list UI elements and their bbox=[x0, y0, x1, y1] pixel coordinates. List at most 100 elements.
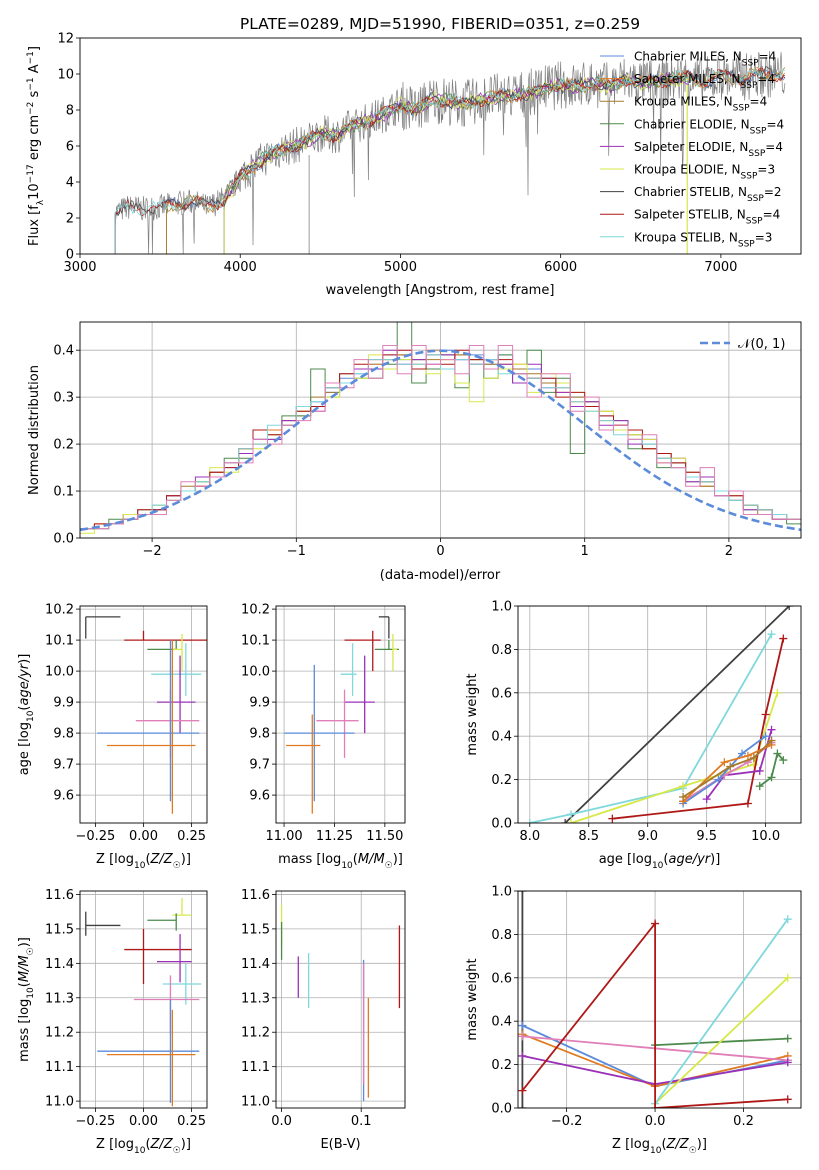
tick-label-x: 0.0 bbox=[645, 1114, 666, 1129]
tick-label-y: 11.6 bbox=[45, 888, 74, 903]
weight-point-marker bbox=[779, 634, 788, 643]
tick-label-y: 9.8 bbox=[249, 727, 270, 742]
weight-point-marker bbox=[525, 819, 534, 823]
weight-series-line bbox=[654, 918, 789, 1105]
y-axis-label: mass [log10(M/M☉)] bbox=[17, 937, 36, 1062]
spectrum-title: PLATE=0289, MJD=51990, FIBERID=0351, z=0… bbox=[240, 15, 640, 33]
tick-label-y: 10.1 bbox=[241, 634, 270, 649]
tick-label-y: 0.3 bbox=[53, 391, 74, 406]
tick-label-y: 10.1 bbox=[45, 634, 74, 649]
errorbar-plot-area bbox=[284, 616, 399, 814]
weight-point-marker bbox=[783, 973, 792, 982]
weight-point-marker bbox=[755, 766, 764, 775]
weight-plot-area bbox=[518, 891, 792, 1108]
tick-label-y: 0.2 bbox=[491, 1058, 512, 1073]
panel-residuals: −2 −1 0 1 2 0.0 0.1 0.2 0.3 0.4 𝒩(0, 1) (data-model… bbox=[27, 321, 802, 583]
panel-weight-vs-age: 8.0 8.5 9.0 9.5 10.0 0.0 0.2 0.4 0.6 0.8 1.0 age [l… bbox=[465, 600, 802, 871]
legend-label: Salpeter MILES, NSSP=4 bbox=[634, 72, 775, 91]
tick-label-y: 9.8 bbox=[53, 727, 74, 742]
histogram-step-line bbox=[80, 345, 801, 538]
weight-point-marker bbox=[518, 891, 527, 895]
normal-curve-line bbox=[80, 349, 801, 532]
model-spectrum-line bbox=[114, 67, 786, 217]
weight-series-line bbox=[654, 977, 789, 1105]
weight-series-line bbox=[521, 920, 788, 1108]
axes-frame bbox=[79, 321, 802, 539]
axes-frame bbox=[79, 890, 208, 1109]
x-axis-label: Z [log10(Z/Z☉)] bbox=[612, 1137, 707, 1156]
tick-label-x: 11.00 bbox=[265, 829, 302, 844]
tick-label-x: −2 bbox=[143, 544, 162, 559]
weight-point-marker bbox=[783, 1095, 792, 1104]
weight-point-marker bbox=[679, 792, 688, 801]
tick-label-x: 8.0 bbox=[519, 829, 540, 844]
tick-label-x: 0.1 bbox=[351, 1114, 372, 1129]
tick-label-x: 3000 bbox=[63, 260, 96, 275]
weight-point-marker bbox=[561, 819, 570, 823]
panel-age-vs-Z: −0.25 0.00 0.25 9.6 9.7 9.8 9.9 10.0 10.1 10.2 Z [… bbox=[17, 603, 208, 871]
panel-spectrum: 3000 4000 5000 6000 7000 0 2 4 6 8 10 12 Chabrier MI… bbox=[26, 32, 802, 298]
tick-label-x: 5000 bbox=[384, 260, 417, 275]
tick-label-x: −0.2 bbox=[551, 1114, 583, 1129]
tick-label-y: 0.4 bbox=[491, 730, 512, 745]
errorbar-plot-area bbox=[280, 904, 401, 1102]
weight-point-marker bbox=[767, 630, 776, 639]
tick-label-x: 9.5 bbox=[696, 829, 717, 844]
weight-point-marker bbox=[773, 688, 782, 697]
tick-label-y: 12 bbox=[57, 32, 74, 47]
errorbar-plot-area bbox=[85, 897, 202, 1107]
legend-label: Kroupa MILES, NSSP=4 bbox=[634, 95, 767, 114]
weight-point-marker bbox=[738, 749, 747, 758]
tick-label-x: 9.0 bbox=[637, 829, 658, 844]
y-axis-label: Normed distribution bbox=[27, 365, 42, 495]
tick-label-x: 4000 bbox=[224, 260, 257, 275]
tick-label-x: 7000 bbox=[704, 260, 737, 275]
weight-point-marker bbox=[767, 725, 776, 734]
weight-point-marker bbox=[783, 1058, 792, 1067]
weight-point-marker bbox=[720, 758, 729, 767]
tick-label-y: 0.4 bbox=[53, 344, 74, 359]
x-axis-label: E(B-V) bbox=[320, 1137, 360, 1152]
y-axis-label: mass weight bbox=[465, 958, 480, 1040]
weight-point-marker bbox=[743, 751, 752, 760]
tick-label-y: 11.5 bbox=[45, 922, 74, 937]
tick-label-y: 11.5 bbox=[241, 922, 270, 937]
weight-point-marker bbox=[518, 1051, 527, 1060]
errorbar-plot-area bbox=[85, 616, 207, 814]
tick-label-y: 0.4 bbox=[491, 1015, 512, 1030]
tick-label-x: −0.25 bbox=[75, 829, 115, 844]
weight-series-line bbox=[682, 739, 773, 798]
tick-label-y: 0.2 bbox=[53, 438, 74, 453]
weight-point-marker bbox=[785, 606, 794, 610]
tick-label-x: 8.5 bbox=[578, 829, 599, 844]
y-axis-label: Flux [fλ10−17 erg cm−2 s−1 A−1] bbox=[26, 46, 46, 246]
weight-point-marker bbox=[714, 775, 723, 784]
tick-label-y: 8 bbox=[66, 104, 74, 119]
tick-label-x: 10.0 bbox=[751, 829, 780, 844]
tick-label-y: 11.0 bbox=[45, 1095, 74, 1110]
model-spectrum-line bbox=[223, 73, 690, 204]
tick-label-y: 11.1 bbox=[45, 1060, 74, 1075]
tick-label-y: 9.6 bbox=[249, 789, 270, 804]
x-axis-label: Z [log10(Z/Z☉)] bbox=[96, 852, 191, 871]
weight-point-marker bbox=[743, 799, 752, 808]
tick-label-y: 10 bbox=[57, 68, 74, 83]
tick-label-x: 1 bbox=[581, 544, 589, 559]
tick-label-y: 6 bbox=[66, 140, 74, 155]
tick-label-y: 0.8 bbox=[491, 643, 512, 658]
weight-point-marker bbox=[679, 782, 688, 791]
weight-point-marker bbox=[783, 1034, 792, 1043]
tick-label-x: 0.00 bbox=[129, 829, 158, 844]
tick-label-x: −0.25 bbox=[75, 1114, 115, 1129]
legend-label: Salpeter ELODIE, NSSP=4 bbox=[634, 140, 783, 159]
weight-series-line bbox=[529, 633, 773, 823]
tick-label-y: 9.9 bbox=[53, 696, 74, 711]
legend-label: 𝒩(0, 1) bbox=[738, 337, 785, 352]
tick-label-y: 0 bbox=[66, 248, 74, 263]
tick-label-y: 0.0 bbox=[491, 817, 512, 832]
tick-label-x: 0 bbox=[436, 544, 444, 559]
tick-label-y: 0.8 bbox=[491, 928, 512, 943]
tick-label-x: 6000 bbox=[544, 260, 577, 275]
tick-label-x: 0.2 bbox=[733, 1114, 754, 1129]
axes-frame bbox=[79, 605, 208, 824]
